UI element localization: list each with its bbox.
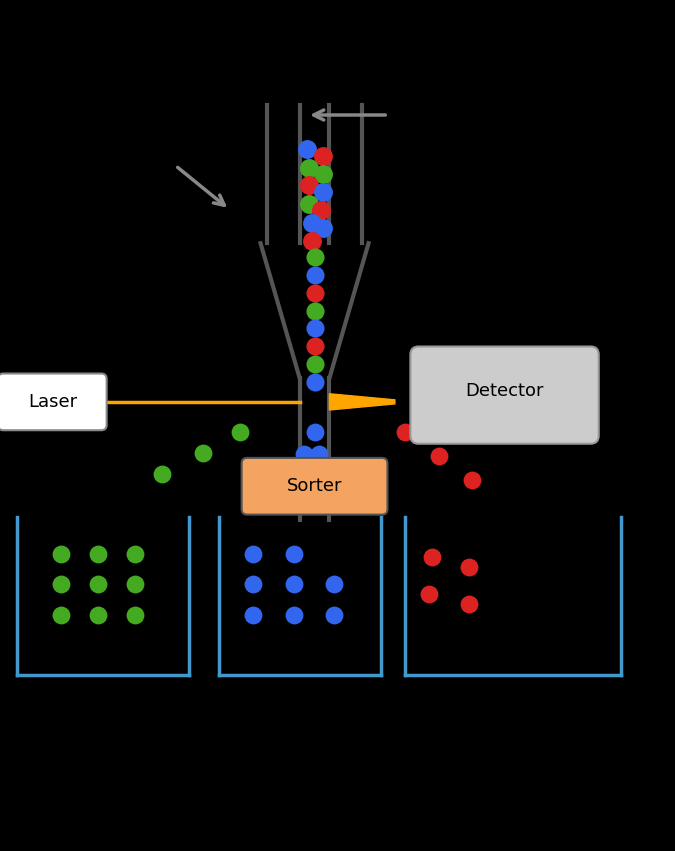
Point (304, 161, 315, 174)
Point (309, 339, 320, 352)
Point (317, 221, 328, 235)
Point (130, 577, 140, 591)
Point (304, 469, 315, 483)
Point (309, 286, 320, 300)
Point (317, 168, 328, 181)
Point (289, 469, 300, 483)
Point (433, 449, 444, 463)
Point (423, 587, 434, 601)
Point (464, 561, 475, 574)
Point (248, 608, 259, 621)
Point (248, 577, 259, 591)
Point (130, 547, 140, 561)
Point (55, 608, 66, 621)
Point (309, 426, 320, 439)
Point (302, 142, 313, 156)
Point (288, 608, 299, 621)
Point (316, 203, 327, 216)
Point (306, 216, 317, 230)
Point (157, 467, 167, 481)
Point (309, 268, 320, 282)
Text: Detector: Detector (465, 382, 544, 400)
Point (92, 577, 103, 591)
Point (298, 447, 309, 460)
Polygon shape (329, 394, 395, 410)
Point (92, 547, 103, 561)
Text: Sorter: Sorter (287, 477, 342, 495)
Point (309, 375, 320, 389)
Point (304, 179, 315, 192)
Point (400, 426, 410, 439)
FancyBboxPatch shape (0, 374, 107, 431)
Point (313, 447, 324, 460)
FancyBboxPatch shape (410, 346, 599, 443)
Point (248, 547, 259, 561)
Point (317, 186, 328, 199)
Point (309, 322, 320, 335)
Point (467, 472, 478, 486)
Point (309, 357, 320, 371)
Point (288, 547, 299, 561)
Point (278, 490, 289, 504)
Point (55, 547, 66, 561)
Text: Laser: Laser (28, 393, 77, 411)
Point (304, 197, 315, 211)
Point (288, 577, 299, 591)
Point (329, 608, 340, 621)
Point (306, 234, 317, 248)
Point (55, 577, 66, 591)
Point (309, 304, 320, 317)
Point (427, 551, 437, 564)
Point (234, 426, 245, 439)
Point (329, 577, 340, 591)
FancyBboxPatch shape (242, 458, 387, 515)
Point (464, 597, 475, 611)
Point (92, 608, 103, 621)
Point (317, 149, 328, 163)
Point (309, 250, 320, 264)
Point (130, 608, 140, 621)
Point (197, 446, 208, 460)
